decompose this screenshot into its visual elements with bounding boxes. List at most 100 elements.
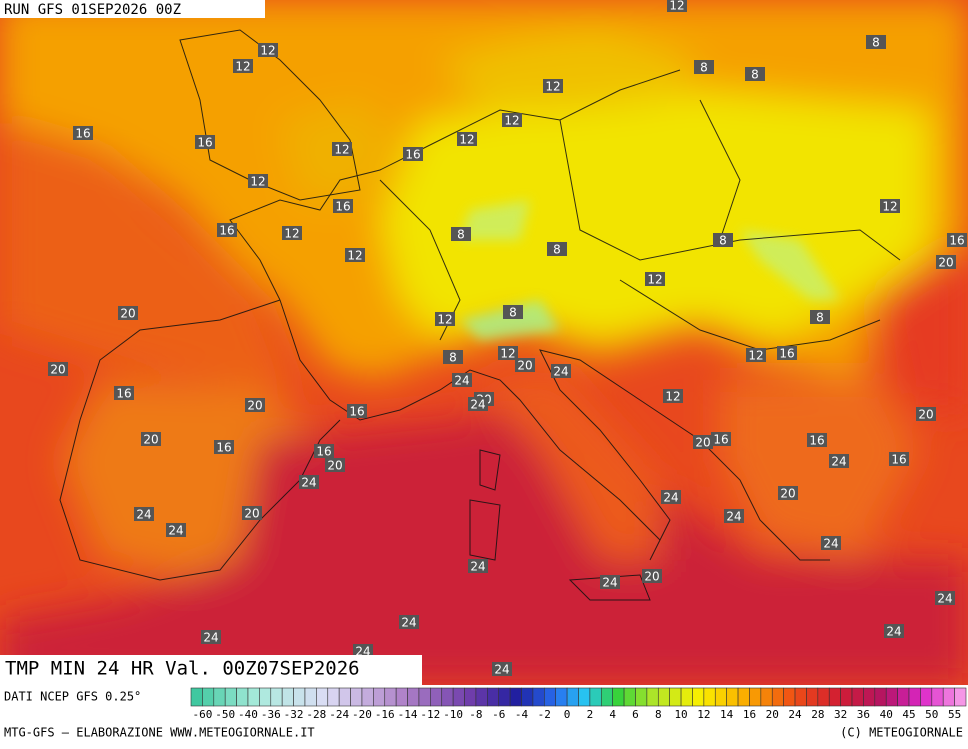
colorbar-cell xyxy=(817,687,830,707)
label-text: 20 xyxy=(517,359,532,373)
contour-label: 12 xyxy=(248,174,268,189)
colorbar-label: -4 xyxy=(515,708,529,721)
label-text: 8 xyxy=(457,228,465,242)
contour-labels: 12 12 8 12 8 8 12 16 12 16 12 12 16 12 16 12 16 12 8 8 8 16 12… xyxy=(48,0,967,677)
label-text: 24 xyxy=(886,625,901,639)
colorbar-cell xyxy=(657,687,670,707)
label-text: 12 xyxy=(647,273,662,287)
colorbar-cell xyxy=(521,687,534,707)
label-box xyxy=(503,305,523,319)
contour-label: 16 xyxy=(711,432,731,447)
label-text: 24 xyxy=(203,631,218,645)
colorbar-cell xyxy=(213,687,226,707)
colorbar-label: 16 xyxy=(743,708,756,721)
label-box xyxy=(746,348,766,362)
contour-label: 16 xyxy=(214,440,234,455)
colorbar-cell xyxy=(885,687,898,707)
label-text: 20 xyxy=(644,570,659,584)
label-text: 16 xyxy=(349,405,364,419)
colorbar-cell xyxy=(361,687,374,707)
colorbar-cell xyxy=(749,687,762,707)
label-box xyxy=(807,433,827,447)
colorbar-cell xyxy=(578,687,591,707)
contour-label: 20 xyxy=(936,255,956,270)
colorbar-label: -32 xyxy=(284,708,304,721)
label-box xyxy=(333,199,353,213)
colorbar-label: -36 xyxy=(261,708,281,721)
contour-label: 12 xyxy=(880,199,900,214)
label-box xyxy=(166,523,186,537)
label-box xyxy=(457,132,477,146)
colorbar-cell xyxy=(954,687,967,707)
label-box xyxy=(810,310,830,324)
colorbar-cell xyxy=(566,687,579,707)
colorbar-label: -2 xyxy=(538,708,551,721)
label-text: 20 xyxy=(938,256,953,270)
header-box xyxy=(0,0,265,18)
label-text: 8 xyxy=(509,306,517,320)
label-box xyxy=(935,591,955,605)
label-text: 8 xyxy=(751,68,759,82)
colorbar-cell xyxy=(338,687,351,707)
label-text: 16 xyxy=(949,234,964,248)
contour-label: 16 xyxy=(314,444,334,459)
label-box xyxy=(492,662,512,676)
label-box xyxy=(258,43,278,57)
label-box xyxy=(214,440,234,454)
contour-label: 16 xyxy=(777,346,797,361)
label-text: 8 xyxy=(816,311,824,325)
colorbar-label: -16 xyxy=(375,708,395,721)
colorbar-cell xyxy=(430,687,443,707)
colorbar-cell xyxy=(931,687,944,707)
colorbar-cell xyxy=(202,687,215,707)
label-box xyxy=(451,227,471,241)
label-text: 16 xyxy=(197,136,212,150)
label-box xyxy=(48,362,68,376)
label-box xyxy=(325,458,345,472)
label-text: 20 xyxy=(50,363,65,377)
contour-label: 8 xyxy=(713,233,733,248)
colorbar-cell xyxy=(600,687,613,707)
contour-label: 12 xyxy=(498,346,518,361)
label-text: 12 xyxy=(669,0,684,13)
colorbar-label: 14 xyxy=(720,708,734,721)
contour-label: 24 xyxy=(299,475,319,490)
colorbar-label: -40 xyxy=(238,708,258,721)
colorbar-cell xyxy=(418,687,431,707)
colorbar-label: -14 xyxy=(398,708,418,721)
label-box xyxy=(347,404,367,418)
colorbar-label: -60 xyxy=(192,708,212,721)
contour-label: 24 xyxy=(134,507,154,522)
label-box xyxy=(829,454,849,468)
label-box xyxy=(217,223,237,237)
contour-label: 12 xyxy=(435,312,455,327)
contour-label: 16 xyxy=(889,452,909,467)
contour-label: 12 xyxy=(667,0,687,13)
colorbar-label: 24 xyxy=(788,708,802,721)
label-text: 12 xyxy=(334,143,349,157)
label-box xyxy=(889,452,909,466)
contour-label: 20 xyxy=(141,432,161,447)
label-box xyxy=(141,432,161,446)
label-box xyxy=(543,79,563,93)
label-text: 8 xyxy=(700,61,708,75)
colorbar-cell xyxy=(828,687,841,707)
label-text: 8 xyxy=(553,243,561,257)
label-box xyxy=(233,59,253,73)
colorbar-cell xyxy=(544,687,557,707)
label-text: 24 xyxy=(831,455,846,469)
label-text: 16 xyxy=(219,224,234,238)
contour-label: 24 xyxy=(201,630,221,645)
label-box xyxy=(403,147,423,161)
label-text: 24 xyxy=(823,537,838,551)
label-box xyxy=(299,475,319,489)
label-text: 20 xyxy=(695,436,710,450)
label-box xyxy=(134,507,154,521)
label-box xyxy=(884,624,904,638)
colorbar-label: 50 xyxy=(925,708,938,721)
colorbar-label: -50 xyxy=(215,708,235,721)
label-box xyxy=(661,490,681,504)
contour-label: 16 xyxy=(73,126,93,141)
colorbar-cell xyxy=(293,687,306,707)
contour-label: 12 xyxy=(663,389,683,404)
